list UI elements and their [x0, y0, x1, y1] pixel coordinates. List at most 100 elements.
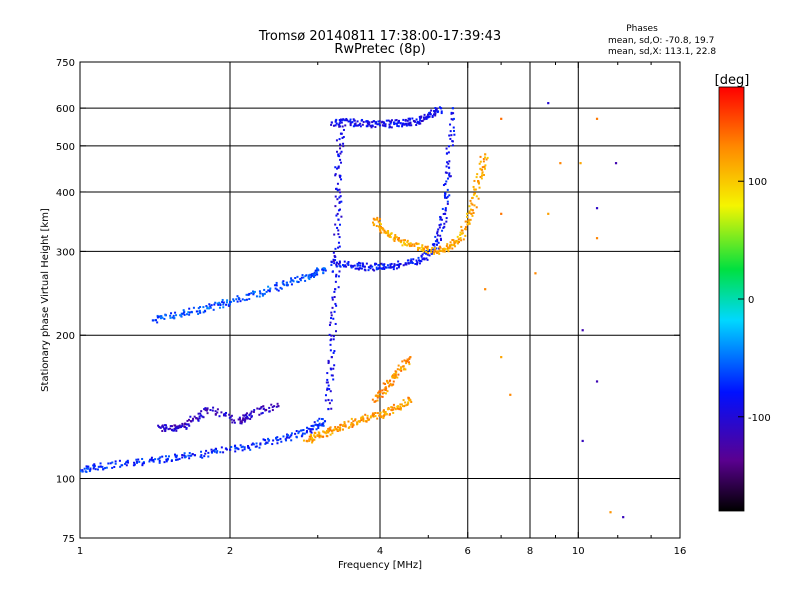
data-point: [394, 370, 397, 373]
data-point: [273, 284, 276, 287]
data-point: [337, 153, 340, 156]
data-point: [205, 305, 208, 308]
data-point: [236, 295, 239, 298]
data-point: [183, 454, 186, 457]
data-point: [339, 143, 342, 146]
data-point: [175, 429, 178, 432]
data-point: [448, 160, 451, 163]
data-point: [374, 262, 377, 265]
data-point: [460, 225, 463, 228]
data-point: [399, 263, 402, 266]
data-point: [349, 122, 352, 125]
data-point: [337, 262, 340, 265]
data-point: [484, 288, 487, 291]
data-point: [352, 265, 355, 268]
data-point: [469, 218, 472, 221]
data-point: [308, 278, 311, 281]
data-point: [322, 271, 325, 274]
data-point: [338, 264, 341, 267]
data-point: [400, 403, 403, 406]
data-point: [382, 416, 385, 419]
data-point: [402, 264, 405, 267]
data-point: [444, 196, 447, 199]
data-point: [362, 263, 365, 266]
data-point: [366, 419, 369, 422]
data-point: [372, 221, 375, 224]
data-point: [248, 414, 251, 417]
data-point: [311, 273, 314, 276]
data-point: [407, 402, 410, 405]
data-point: [336, 150, 339, 153]
data-point: [407, 358, 410, 361]
data-point: [411, 117, 414, 120]
data-point: [418, 262, 421, 265]
data-point: [388, 235, 391, 238]
data-point: [371, 265, 374, 268]
data-point: [466, 215, 469, 218]
data-point: [332, 259, 335, 262]
data-point: [334, 195, 337, 198]
data-point: [443, 212, 447, 215]
data-point: [380, 121, 383, 124]
data-point: [205, 449, 208, 452]
data-point: [461, 232, 464, 235]
data-point: [206, 412, 209, 415]
data-point: [404, 360, 407, 363]
data-point: [252, 410, 255, 413]
data-point: [353, 264, 356, 267]
data-point: [379, 227, 382, 230]
data-point: [335, 275, 338, 278]
data-point: [331, 298, 334, 301]
data-point: [169, 316, 172, 319]
data-points: [80, 102, 625, 519]
data-point: [156, 314, 159, 317]
data-point: [343, 119, 346, 122]
data-point: [356, 267, 359, 270]
data-point: [243, 448, 246, 451]
data-point: [361, 415, 364, 418]
data-point: [422, 257, 426, 260]
data-point: [356, 262, 359, 265]
data-point: [104, 467, 107, 470]
data-point: [317, 431, 320, 434]
data-point: [417, 242, 420, 245]
data-point: [449, 175, 452, 178]
data-point: [314, 274, 317, 277]
data-point: [249, 417, 252, 420]
data-point: [332, 124, 335, 127]
data-point: [120, 464, 123, 467]
data-point: [83, 467, 86, 470]
data-point: [433, 243, 436, 246]
data-point: [175, 458, 178, 461]
data-point: [285, 436, 288, 439]
data-point: [418, 121, 421, 124]
data-point: [352, 423, 355, 426]
data-point: [393, 236, 396, 239]
data-point: [314, 423, 317, 426]
data-point: [383, 229, 386, 232]
data-point: [369, 267, 372, 270]
data-point: [119, 465, 122, 468]
data-point: [376, 218, 379, 221]
data-point: [335, 263, 338, 266]
data-point: [275, 284, 278, 287]
phase-stats-o: mean, sd,O: -70.8, 19.7: [608, 36, 714, 46]
data-point: [436, 251, 439, 254]
y-tick-label: 400: [56, 188, 75, 199]
data-point: [397, 237, 400, 240]
data-point: [386, 390, 389, 393]
data-point: [429, 113, 432, 116]
data-point: [500, 117, 503, 120]
data-point: [181, 422, 184, 425]
data-point: [343, 421, 346, 424]
data-point: [338, 155, 341, 158]
data-point: [396, 263, 399, 266]
data-point: [182, 312, 185, 315]
data-point: [471, 209, 474, 212]
data-point: [419, 259, 422, 262]
data-point: [174, 426, 177, 429]
y-tick-label: 100: [56, 475, 75, 486]
data-point: [93, 466, 96, 469]
data-point: [87, 465, 90, 468]
data-point: [230, 445, 233, 448]
